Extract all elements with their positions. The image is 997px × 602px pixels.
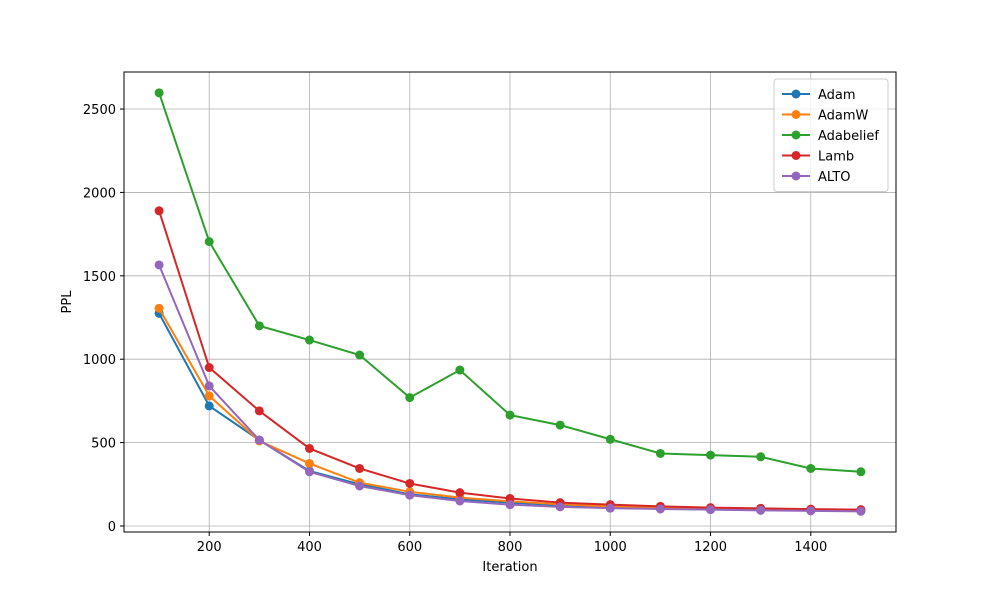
legend-label: AdamW [818,109,869,124]
legend: Adam AdamW Adabelief Lamb ALTO [773,78,889,192]
x-tick-label: 1000 [594,540,627,555]
data-point [154,260,164,270]
data-point [304,443,314,453]
data-point [154,206,164,216]
data-point [204,381,214,391]
data-point [204,401,214,411]
data-point [304,458,314,468]
data-point [706,505,716,515]
y-tick-label: 500 [91,437,116,452]
x-tick-label: 800 [498,540,523,555]
legend-box [773,78,889,192]
x-tick-label: 1400 [794,540,827,555]
data-point [706,450,716,460]
data-point [355,463,365,473]
data-point [355,481,365,491]
data-point [505,500,515,510]
data-point [204,391,214,401]
y-tick-label: 2000 [83,186,116,201]
data-point [254,321,264,331]
legend-label: ALTO [818,170,851,185]
data-point [806,463,816,473]
data-point [455,496,465,506]
data-point [405,478,415,488]
data-point [254,435,264,445]
x-tick-label: 600 [397,540,422,555]
data-point [505,493,515,503]
y-tick-label: 0 [108,520,116,535]
data-point [204,363,214,373]
y-tick-label: 2500 [83,103,116,118]
data-point [555,502,565,512]
x-tick-label: 1200 [694,540,727,555]
data-point [806,506,816,516]
y-tick-label: 1000 [83,353,116,368]
data-point [405,393,415,403]
data-point [856,506,866,516]
x-tick-label: 200 [197,540,222,555]
legend-marker [791,110,801,119]
x-tick-label: 400 [297,540,322,555]
x-axis-label: Iteration [482,560,537,575]
data-point [605,503,615,513]
data-point [605,434,615,444]
data-point [856,467,866,477]
data-point [655,448,665,458]
legend-marker [791,89,801,99]
data-point [204,237,214,247]
legend-marker [791,171,801,181]
data-point [756,505,766,515]
data-point [355,350,365,360]
legend-label: Adabelief [818,129,879,144]
data-point [555,420,565,430]
legend-marker [791,130,801,140]
y-axis-label: PPL [60,290,75,314]
data-point [505,410,515,420]
data-point [254,406,264,416]
plot-frame [123,71,897,533]
data-point [655,504,665,514]
legend-label: Adam [818,88,856,103]
data-point [154,88,164,98]
data-point [756,452,766,462]
data-point [304,467,314,477]
data-point [405,490,415,500]
legend-marker [791,151,801,160]
data-point [455,488,465,498]
data-point [154,303,164,313]
y-tick-label: 1500 [83,270,116,285]
legend-label: Lamb [818,150,854,165]
data-point [304,335,314,345]
data-point [455,365,465,375]
